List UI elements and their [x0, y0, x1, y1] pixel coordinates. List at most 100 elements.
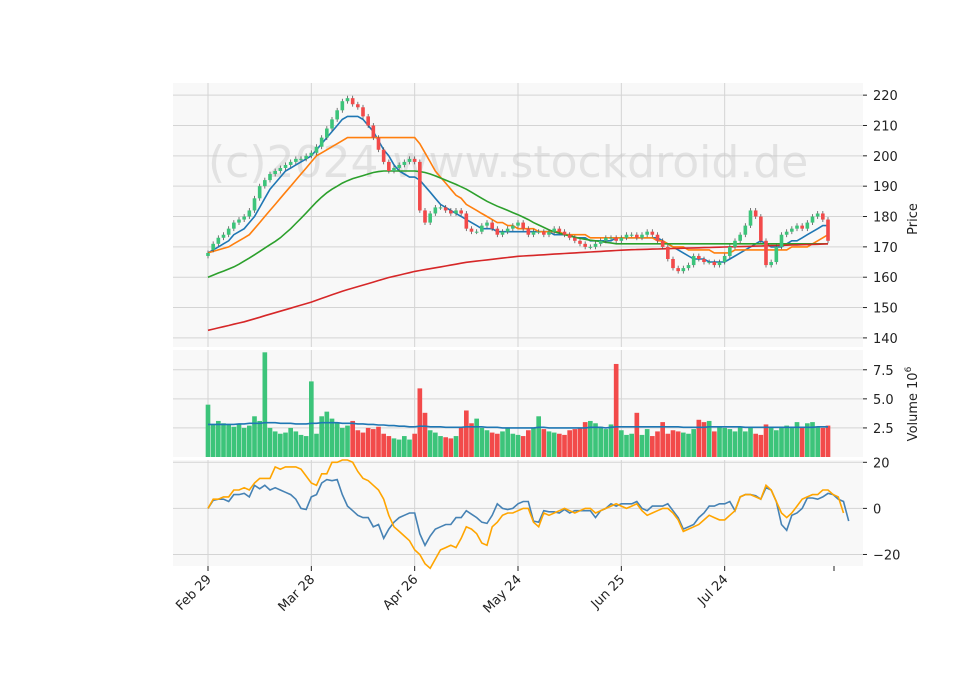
volume-bar [360, 432, 366, 457]
volume-bar [469, 423, 474, 457]
volume-bar [608, 424, 614, 457]
candle [433, 207, 438, 214]
price-panel: (c)2024 www.stockdroid.de 140 150 160 170 18… [173, 83, 921, 347]
volume-bar [619, 430, 624, 457]
volume-bar [825, 425, 831, 457]
volume-bar [453, 436, 459, 457]
volume-average-line [208, 421, 828, 429]
volume-bar [701, 422, 707, 457]
ma-line-ma-long [207, 243, 829, 332]
oscillator-tick-label: 0 [873, 502, 881, 517]
candle [387, 161, 391, 171]
candle [366, 116, 370, 126]
volume-bar [810, 422, 815, 457]
price-tick-label: 140 [873, 332, 898, 347]
candle [345, 98, 350, 102]
candle [449, 210, 453, 214]
candle [464, 213, 469, 229]
candle [242, 216, 246, 220]
x-tick-label: Mar 28 [276, 572, 319, 615]
volume-bar [267, 427, 273, 457]
volume-bar [665, 433, 671, 457]
candle [516, 222, 520, 226]
candle [412, 158, 417, 162]
price-tick-label: 220 [873, 89, 898, 104]
volume-bar [779, 427, 784, 457]
price-tick-label: 200 [873, 150, 898, 165]
volume-bar [417, 388, 423, 457]
oscillator-lines [207, 459, 850, 570]
volume-bar [241, 427, 247, 457]
candle [356, 104, 360, 108]
volume-bar [427, 430, 433, 457]
volume-axis-exponent: 6 [904, 366, 914, 372]
volume-axis-label-base: 10 [906, 372, 921, 389]
volume-bar [484, 430, 490, 457]
candle [604, 237, 608, 241]
candle [640, 234, 644, 238]
volume-bar [748, 427, 753, 457]
candle [712, 262, 717, 266]
candle [361, 107, 365, 117]
volume-bar [495, 433, 500, 457]
volume-bar [381, 433, 386, 457]
volume-bar [784, 425, 789, 457]
candle [418, 161, 422, 211]
candle [609, 237, 613, 239]
volume-bar [262, 352, 268, 457]
volume-bar [598, 426, 603, 457]
volume-bar [650, 436, 655, 457]
volume-bar [443, 437, 448, 457]
volume-bar [691, 429, 696, 457]
volume-bar [226, 424, 231, 457]
volume-bar [288, 427, 293, 457]
candle [469, 228, 474, 232]
volume-bar [768, 426, 774, 457]
price-gridlines [173, 83, 863, 347]
candle [304, 155, 308, 159]
candle [211, 243, 215, 250]
oscillator-line-oscillator-line-2 [207, 459, 845, 570]
candle [671, 259, 675, 269]
candle [294, 158, 298, 162]
volume-bar [210, 424, 216, 457]
volume-bar [593, 423, 598, 457]
volume-bar [252, 416, 257, 457]
volume-bar [433, 432, 438, 457]
candle [614, 237, 618, 241]
oscillator-tick-label: 20 [873, 456, 890, 471]
candle [815, 213, 820, 217]
candle [216, 237, 221, 244]
volume-bar [231, 426, 237, 457]
candle [733, 240, 737, 247]
candle [707, 262, 711, 264]
volume-bar [660, 422, 665, 457]
candle [691, 255, 696, 266]
volume-bar [283, 432, 288, 457]
volume-bar [743, 431, 748, 457]
candle [547, 231, 551, 235]
oscillator-y-axis: −20 0 20 [863, 456, 900, 563]
candle [330, 119, 334, 129]
price-tick-label: 150 [873, 302, 898, 317]
candle [263, 180, 267, 187]
candle [542, 231, 546, 235]
x-tick-label: Apr 26 [380, 572, 421, 613]
volume-bar [314, 433, 319, 457]
oscillator-gridlines [173, 460, 863, 566]
candle [314, 146, 319, 153]
candle [790, 228, 794, 232]
volume-bar [355, 430, 361, 457]
candle [552, 228, 556, 232]
volume-bar [334, 423, 340, 457]
candle [619, 237, 624, 241]
volume-bar [582, 422, 588, 457]
candle [511, 225, 515, 229]
volume-bar [588, 420, 593, 457]
candle [206, 252, 210, 256]
candle [810, 216, 815, 223]
candle [702, 259, 706, 263]
volume-bar [567, 430, 572, 457]
volume-bar [753, 433, 758, 457]
